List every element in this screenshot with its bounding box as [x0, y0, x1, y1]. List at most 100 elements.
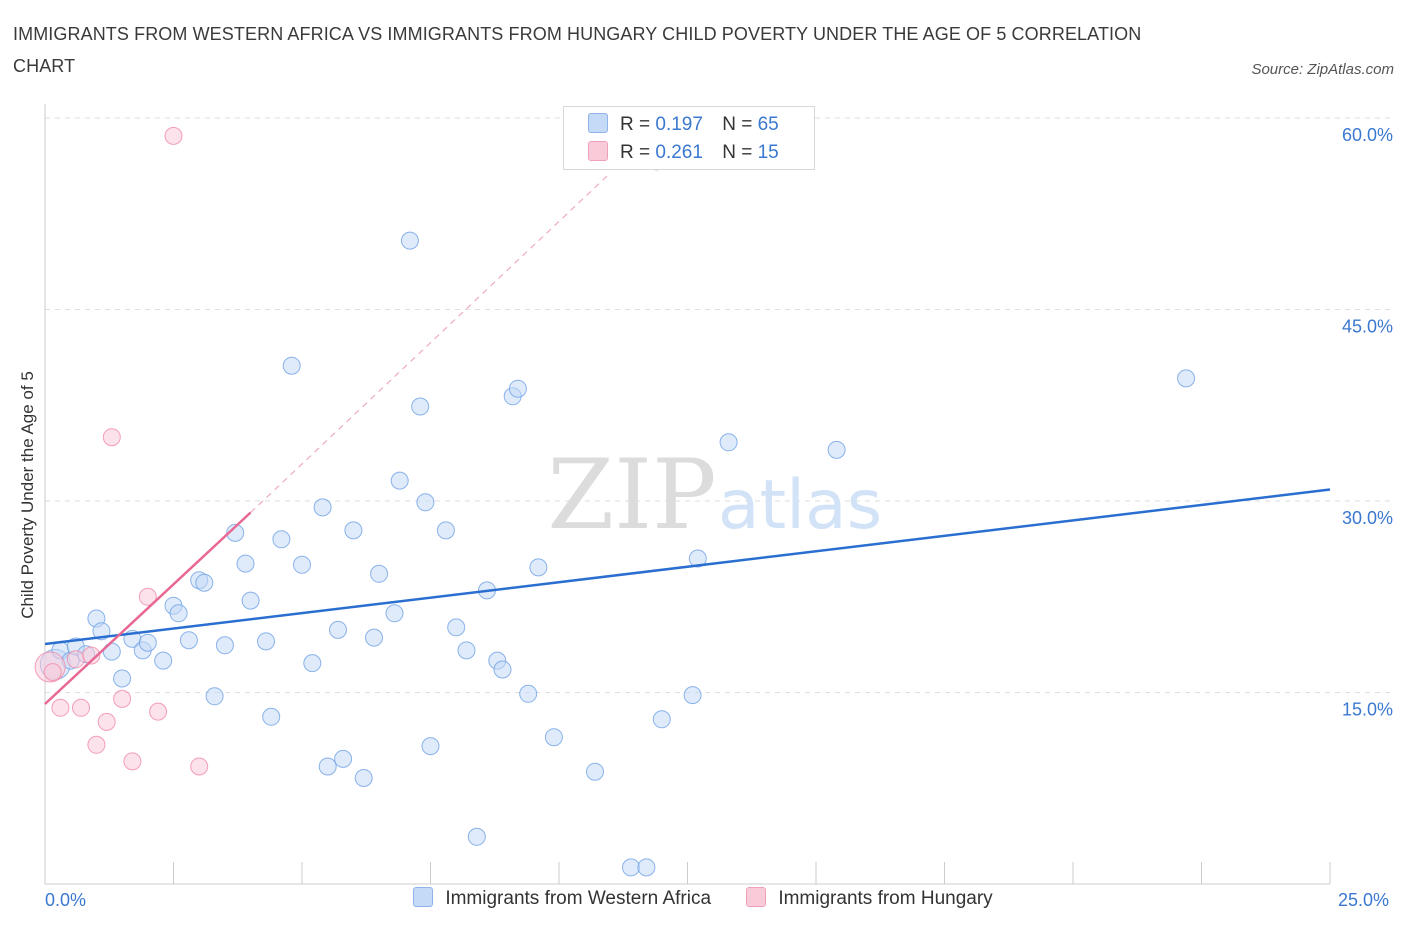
point-western-africa [637, 858, 656, 877]
y-tick-label: 60.0% [1342, 125, 1393, 145]
point-western-africa [205, 687, 224, 706]
point-western-africa [683, 686, 702, 705]
source-label: Source: ZipAtlas.com [1251, 61, 1394, 78]
point-western-africa [467, 827, 486, 846]
point-western-africa [385, 604, 404, 623]
point-western-africa [688, 549, 707, 568]
watermark-atlas: atlas [718, 466, 882, 545]
x-tick-label-min: 0.0% [45, 890, 87, 910]
series-legend: Immigrants from Western Africa Immigrant… [0, 886, 1406, 910]
legend-item-hungary[interactable]: Immigrants from Hungary [746, 886, 993, 910]
point-western-africa [179, 631, 198, 650]
point-western-africa [508, 379, 527, 398]
point-western-africa [318, 757, 337, 776]
point-western-africa [154, 651, 173, 670]
point-western-africa [457, 641, 476, 660]
point-western-africa [313, 498, 332, 517]
n-value: 65 [757, 114, 779, 135]
point-hungary [72, 698, 90, 717]
point-western-africa [400, 231, 419, 250]
point-hungary [51, 698, 70, 717]
point-western-africa [421, 737, 440, 756]
y-tick-label: 30.0% [1342, 508, 1393, 528]
stats-legend: R = 0.197 N = 65 R = 0.261 N = 15 [563, 106, 815, 170]
legend-swatch-pink [588, 140, 608, 161]
point-western-africa [493, 660, 512, 679]
r-label: R = [620, 114, 656, 135]
trend-line-hungary [44, 511, 252, 705]
legend-label: Immigrants from Western Africa [445, 888, 712, 909]
n-label: N = [722, 114, 758, 135]
y-tick-label: 45.0% [1342, 317, 1393, 337]
series-hungary [34, 126, 209, 776]
chart-title: IMMIGRANTS FROM WESTERN AFRICA VS IMMIGR… [13, 24, 1142, 76]
point-western-africa [622, 858, 640, 877]
point-western-africa [113, 669, 132, 688]
point-hungary [113, 689, 132, 708]
point-western-africa [529, 558, 548, 577]
point-western-africa [236, 554, 255, 573]
n-value: 15 [757, 142, 779, 163]
point-hungary [164, 126, 183, 145]
legend-swatch-blue [588, 112, 608, 133]
point-western-africa [354, 769, 373, 787]
point-western-africa [390, 471, 409, 490]
point-western-africa [652, 710, 671, 729]
point-western-africa [519, 684, 538, 703]
point-western-africa [544, 728, 563, 747]
point-western-africa [262, 707, 281, 726]
trend-line-hungary-extension [250, 172, 611, 513]
point-hungary [87, 735, 106, 754]
point-hungary [149, 702, 168, 721]
point-western-africa [436, 521, 455, 540]
point-western-africa [416, 493, 435, 512]
legend-swatch-blue [413, 886, 434, 907]
point-western-africa [719, 433, 738, 452]
legend-item-western-africa[interactable]: Immigrants from Western Africa [413, 886, 712, 910]
watermark: ZIP atlas [547, 439, 882, 551]
point-western-africa [241, 591, 260, 610]
point-western-africa [334, 749, 353, 768]
point-western-africa [586, 762, 604, 781]
legend-swatch-pink [746, 886, 767, 907]
point-hungary [66, 650, 85, 669]
r-value: 0.197 [655, 114, 703, 135]
trend-line-western-africa [44, 488, 1331, 646]
y-tick-labels: 15.0% 30.0% 45.0% 60.0% [1342, 125, 1393, 720]
point-hungary [82, 646, 101, 665]
point-western-africa [272, 530, 291, 549]
point-western-africa [169, 604, 188, 623]
point-western-africa [329, 620, 347, 639]
point-hungary [138, 587, 157, 606]
point-western-africa [411, 397, 430, 416]
x-tick-label-max: 25.0% [1338, 890, 1390, 910]
point-western-africa [447, 618, 466, 637]
stats-row-western-africa: R = 0.197 N = 65 [588, 111, 779, 139]
point-western-africa [1177, 369, 1196, 388]
point-western-africa [365, 628, 383, 647]
point-western-africa [344, 521, 363, 540]
watermark-zip: ZIP [547, 439, 716, 551]
trend-lines [44, 172, 1331, 705]
point-western-africa [138, 633, 157, 652]
point-western-africa [257, 632, 275, 651]
n-label: N = [722, 142, 758, 163]
point-western-africa [195, 573, 214, 592]
point-western-africa [370, 564, 389, 583]
stats-row-hungary: R = 0.261 N = 15 [588, 139, 779, 167]
point-western-africa [827, 440, 846, 459]
y-tick-label: 15.0% [1342, 700, 1393, 720]
point-hungary [97, 712, 116, 731]
point-hungary [123, 752, 142, 771]
axes [44, 104, 1331, 885]
point-hungary [102, 428, 121, 447]
r-label: R = [620, 142, 656, 163]
legend-label: Immigrants from Hungary [778, 888, 993, 909]
point-hungary [43, 663, 62, 682]
point-western-africa [293, 555, 311, 574]
r-value: 0.261 [655, 142, 703, 163]
point-western-africa [303, 654, 322, 673]
point-western-africa [282, 356, 301, 375]
point-western-africa [215, 636, 234, 655]
